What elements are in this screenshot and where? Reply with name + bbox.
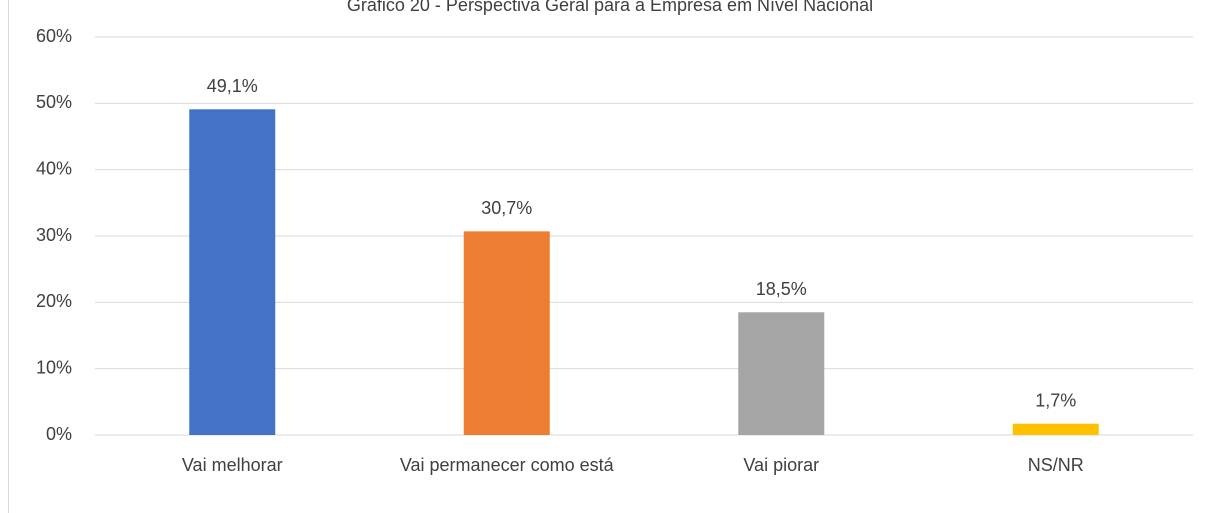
x-tick-label: Vai permanecer como está bbox=[399, 455, 614, 475]
chart-title: Gráfico 20 - Perspectiva Geral para a Em… bbox=[347, 0, 873, 15]
data-label: 1,7% bbox=[1035, 390, 1076, 410]
data-label: 18,5% bbox=[756, 279, 807, 299]
bar bbox=[463, 231, 550, 435]
x-tick-label: NS/NR bbox=[1027, 455, 1084, 475]
y-tick-label: 30% bbox=[36, 225, 72, 245]
bar bbox=[189, 109, 276, 435]
y-tick-label: 60% bbox=[36, 26, 72, 46]
data-label: 30,7% bbox=[481, 198, 532, 218]
y-tick-label: 0% bbox=[46, 424, 72, 444]
bar bbox=[738, 312, 825, 435]
y-tick-label: 20% bbox=[36, 291, 72, 311]
y-tick-label: 50% bbox=[36, 92, 72, 112]
y-tick-label: 40% bbox=[36, 158, 72, 178]
x-tick-label: Vai piorar bbox=[743, 455, 820, 475]
y-tick-label: 10% bbox=[36, 357, 72, 377]
x-tick-label: Vai melhorar bbox=[181, 455, 283, 475]
bar bbox=[1012, 423, 1099, 435]
data-label: 49,1% bbox=[207, 76, 258, 96]
